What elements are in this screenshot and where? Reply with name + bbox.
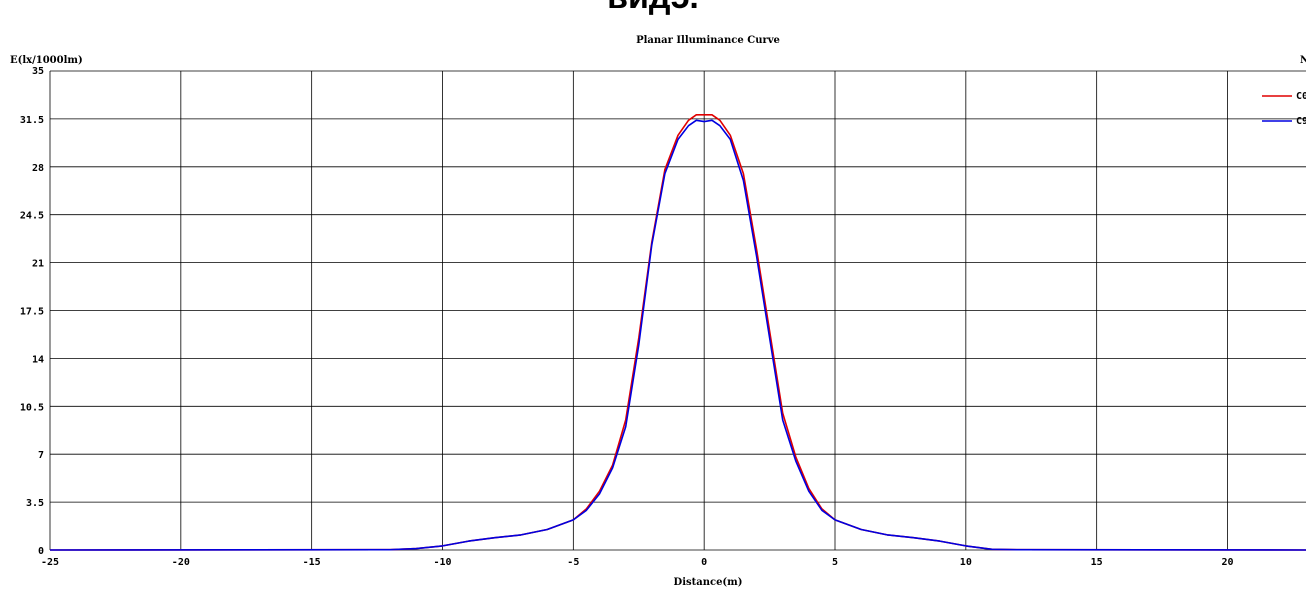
y-tick-label: 17.5 <box>20 307 44 318</box>
y-tick-label: 31.5 <box>20 115 44 126</box>
y-tick-label: 3.5 <box>26 498 44 509</box>
y-tick-label: 14 <box>32 354 44 365</box>
chart-title: Planar Illuminance Curve <box>636 35 780 46</box>
y-tick-label: 24.5 <box>20 211 44 222</box>
x-tick-label: 15 <box>1091 557 1103 568</box>
x-tick-label: -10 <box>433 557 451 568</box>
y-tick-label: 28 <box>32 163 44 174</box>
x-tick-label: 0 <box>701 557 707 568</box>
legend-label-c0: C0 <box>1296 91 1306 102</box>
cut-heading: вид5. <box>0 0 1306 17</box>
legend: C0 C9 <box>1262 91 1306 127</box>
series-line-c0 <box>49 114 1306 551</box>
y-tick-label: 7 <box>38 450 44 461</box>
header-clipped-text: N <box>1300 55 1306 66</box>
x-tick-label: 20 <box>1221 557 1233 568</box>
series-line-c9 <box>49 119 1306 551</box>
x-tick-label: 5 <box>832 557 838 568</box>
x-axis-label: Distance(m) <box>674 577 743 588</box>
x-tick-label: -15 <box>303 557 321 568</box>
series-group <box>49 114 1306 551</box>
x-tick-label: -5 <box>567 557 579 568</box>
x-tick-label: -20 <box>172 557 190 568</box>
y-axis-label: E(lx/1000lm) <box>10 55 83 66</box>
x-tick-label: -25 <box>41 557 59 568</box>
grid <box>49 70 1306 551</box>
x-tick-label: 10 <box>960 557 972 568</box>
y-tick-label: 0 <box>38 546 44 557</box>
y-tick-label: 10.5 <box>20 402 44 413</box>
y-tick-label: 35 <box>32 66 44 77</box>
tick-labels: -25 -20 -15 -10 -5 0 5 10 15 20 0 3.5 7 10.5 14 17.5 21 2… <box>20 66 1234 568</box>
legend-label-c9: C9 <box>1296 116 1306 127</box>
y-tick-label: 21 <box>32 259 44 270</box>
